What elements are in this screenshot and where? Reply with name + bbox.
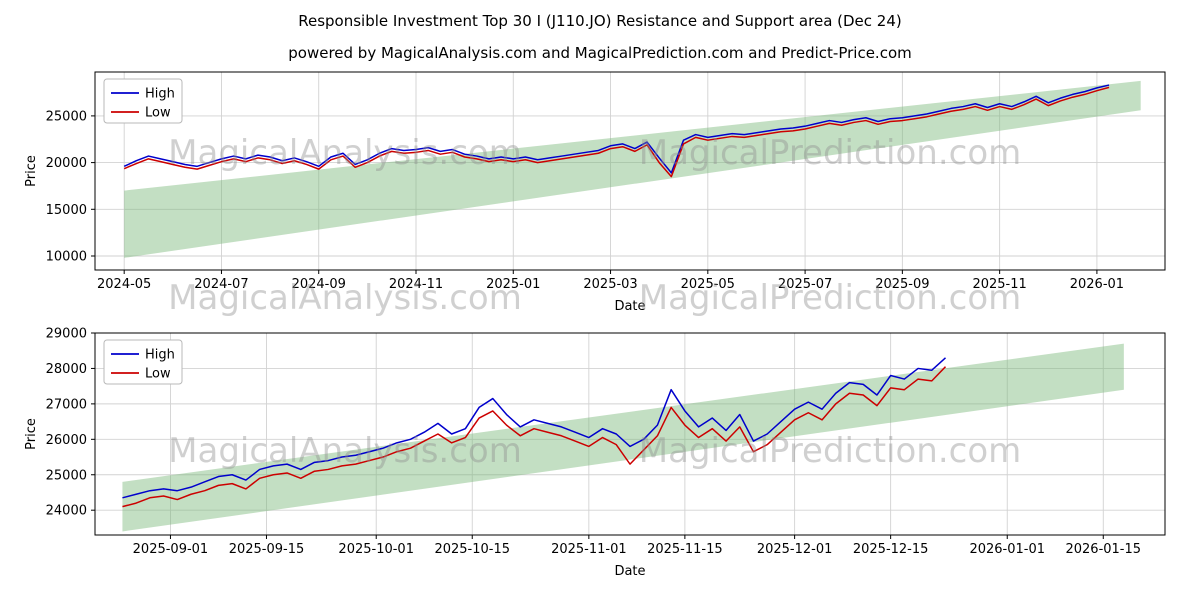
watermarks: MagicalAnalysis.com MagicalPrediction.com… [168,133,1021,471]
svg-text:2025-11-01: 2025-11-01 [551,542,627,557]
svg-text:2025-03: 2025-03 [583,277,637,292]
svg-text:2025-11-15: 2025-11-15 [647,542,723,557]
legend-high-label: High [145,348,175,363]
watermark-text: MagicalPrediction.com [639,133,1022,173]
svg-text:2025-11: 2025-11 [972,277,1026,292]
svg-text:25000: 25000 [46,468,87,483]
subplot-1: 2024-05 2024-07 2024-09 2024-11 2025-01 2025-… [24,71,1166,314]
watermark-text: MagicalPrediction.com [639,278,1022,318]
watermark-text: MagicalPrediction.com [639,431,1022,471]
svg-text:10000: 10000 [46,249,87,264]
svg-text:20000: 20000 [46,156,87,171]
svg-text:2024-07: 2024-07 [194,277,248,292]
low-line [123,86,1110,178]
subplot-2: 2025-09-01 2025-09-15 2025-10-01 2025-10-15… [24,327,1166,579]
legend-low-label: Low [145,367,171,382]
svg-text:2025-12-01: 2025-12-01 [757,542,833,557]
svg-text:2024-09: 2024-09 [292,277,346,292]
svg-text:26000: 26000 [46,433,87,448]
chart-title: Responsible Investment Top 30 I (J110.JO… [298,12,902,30]
low-line [122,366,947,508]
support-resistance-band [124,80,1141,258]
chart-subtitle: powered by MagicalAnalysis.com and Magic… [288,44,912,62]
svg-text:29000: 29000 [46,327,87,342]
high-line [123,84,1110,174]
svg-text:15000: 15000 [46,203,87,218]
svg-text:2024-05: 2024-05 [97,277,151,292]
svg-text:2026-01-15: 2026-01-15 [1065,542,1141,557]
plot-border [94,71,1166,271]
svg-text:2025-12-15: 2025-12-15 [853,542,929,557]
svg-text:2025-09-01: 2025-09-01 [133,542,209,557]
svg-text:2025-07: 2025-07 [778,277,832,292]
legend: High Low [103,78,183,124]
svg-text:2024-11: 2024-11 [389,277,443,292]
watermark-text: MagicalAnalysis.com [168,431,522,471]
tick-labels: 2025-09-01 2025-09-15 2025-10-01 2025-10-15… [46,327,1141,558]
legend-low-label: Low [145,106,171,121]
high-line [122,357,947,499]
svg-text:2025-05: 2025-05 [681,277,735,292]
watermark-text: MagicalAnalysis.com [168,133,522,173]
y-axis-label: Price [24,418,39,450]
svg-text:2025-10-01: 2025-10-01 [338,542,414,557]
support-resistance-band [122,343,1124,532]
svg-text:2025-01: 2025-01 [486,277,540,292]
svg-text:2025-10-15: 2025-10-15 [434,542,510,557]
legend: High Low [103,339,183,385]
x-axis-label: Date [614,564,645,579]
svg-text:28000: 28000 [46,362,87,377]
plot-border [94,332,1166,536]
tick-labels: 2024-05 2024-07 2024-09 2024-11 2025-01 2025-… [46,109,1124,292]
grid-lines [95,72,1165,270]
watermark-text: MagicalAnalysis.com [168,278,522,318]
svg-text:2026-01: 2026-01 [1070,277,1124,292]
svg-text:2025-09: 2025-09 [875,277,929,292]
grid-lines [95,332,1165,535]
svg-text:2025-09-15: 2025-09-15 [229,542,305,557]
y-axis-label: Price [24,155,39,187]
svg-text:24000: 24000 [46,504,87,519]
x-axis-label: Date [614,299,645,314]
svg-text:27000: 27000 [46,397,87,412]
svg-text:25000: 25000 [46,109,87,124]
svg-text:2026-01-01: 2026-01-01 [969,542,1045,557]
legend-high-label: High [145,87,175,102]
